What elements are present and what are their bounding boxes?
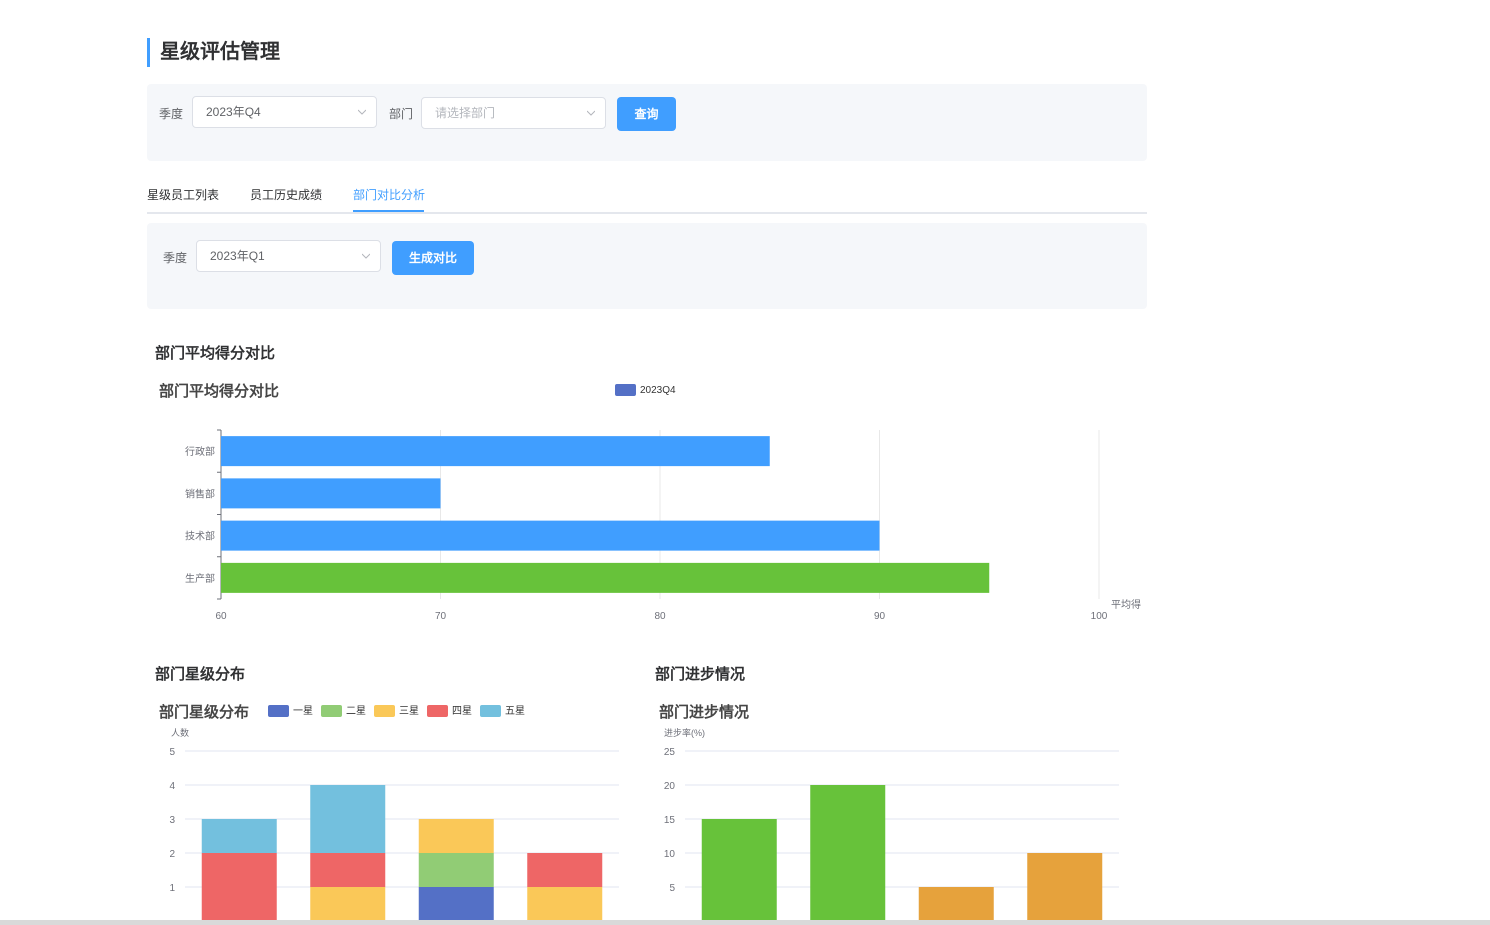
y-tick-label: 技术部 — [185, 530, 215, 543]
compare-season-value: 2023年Q1 — [210, 249, 265, 263]
bar — [221, 478, 441, 509]
bar — [918, 887, 994, 920]
chevron-down-icon — [587, 110, 595, 116]
star-dist-section-title: 部门星级分布 — [155, 666, 246, 683]
bar — [221, 436, 770, 467]
progress-section-title: 部门进步情况 — [655, 666, 746, 683]
legend-label: 2023Q4 — [640, 385, 676, 396]
x-tick-label: 70 — [435, 611, 447, 622]
legend-label: 二星 — [346, 705, 366, 717]
bar — [221, 562, 990, 593]
y-tick-label: 15 — [664, 815, 676, 826]
legend-swatch — [374, 705, 395, 717]
bar-segment — [418, 819, 494, 853]
bar-segment — [201, 853, 277, 920]
x-axis-label: 平均得 — [1111, 599, 1141, 611]
y-tick-label: 4 — [169, 781, 175, 792]
bar-segment — [310, 785, 386, 853]
dept-select-placeholder: 请选择部门 — [435, 106, 496, 120]
tab-bar: 星级员工列表 员工历史成绩 部门对比分析 — [147, 180, 1147, 214]
legend-label: 四星 — [452, 705, 472, 717]
page-title: 星级评估管理 — [147, 38, 280, 67]
y-tick-label: 2 — [169, 849, 175, 860]
x-tick-label: 80 — [654, 611, 666, 622]
y-tick-label: 行政部 — [185, 445, 215, 458]
compare-season-select[interactable]: 2023年Q1 — [196, 240, 381, 272]
y-tick-label: 生产部 — [185, 572, 215, 585]
legend-label: 五星 — [505, 705, 525, 717]
y-tick-label: 20 — [664, 781, 676, 792]
season-label: 季度 — [159, 107, 184, 121]
legend-label: 一星 — [293, 705, 313, 717]
avg-score-section-title: 部门平均得分对比 — [155, 345, 276, 362]
dept-label: 部门 — [389, 107, 414, 121]
y-axis-label: 人数 — [171, 727, 189, 738]
tab-star-employees[interactable]: 星级员工列表 — [147, 188, 220, 202]
legend-swatch — [480, 705, 501, 717]
legend-swatch — [321, 705, 342, 717]
y-tick-label: 5 — [169, 747, 175, 758]
chevron-down-icon — [358, 109, 366, 115]
x-tick-label: 100 — [1091, 611, 1108, 622]
y-tick-label: 25 — [664, 747, 676, 758]
chart-title: 部门平均得分对比 — [159, 382, 279, 400]
bar-segment — [418, 887, 494, 920]
y-tick-label: 5 — [669, 883, 675, 894]
y-tick-label: 销售部 — [185, 487, 215, 500]
bar-segment — [527, 887, 603, 920]
x-tick-label: 60 — [215, 611, 227, 622]
bar-segment — [418, 853, 494, 887]
legend-label: 三星 — [399, 705, 419, 717]
x-tick-label: 90 — [874, 611, 886, 622]
chevron-down-icon — [362, 253, 370, 259]
horizontal-scrollbar[interactable] — [0, 920, 1490, 925]
bar-segment — [310, 853, 386, 887]
compare-panel: 季度 2023年Q1 生成对比 — [147, 223, 1147, 309]
bar-segment — [201, 819, 277, 853]
active-tab-indicator — [353, 210, 424, 212]
bar — [810, 785, 886, 920]
query-button[interactable]: 查询 — [617, 97, 676, 131]
bar — [701, 819, 777, 920]
legend-swatch — [427, 705, 448, 717]
season-select-value: 2023年Q4 — [206, 105, 261, 119]
tab-employee-history[interactable]: 员工历史成绩 — [250, 188, 323, 202]
dept-select[interactable]: 请选择部门 — [421, 97, 606, 129]
filter-panel: 季度 2023年Q4 部门 请选择部门 查询 — [147, 84, 1147, 161]
generate-compare-button[interactable]: 生成对比 — [392, 241, 474, 275]
legend-swatch — [615, 384, 636, 396]
bar-segment — [310, 887, 386, 920]
chart-title: 部门星级分布 — [159, 703, 249, 721]
y-tick-label: 1 — [169, 883, 175, 894]
y-tick-label: 3 — [169, 815, 175, 826]
tab-dept-compare[interactable]: 部门对比分析 — [353, 188, 426, 202]
bar-segment — [527, 853, 603, 887]
bar — [1027, 853, 1103, 920]
y-axis-label: 进步率(%) — [664, 727, 705, 738]
compare-season-label: 季度 — [163, 251, 188, 265]
bar — [221, 520, 880, 551]
y-tick-label: 10 — [664, 849, 676, 860]
season-select[interactable]: 2023年Q4 — [192, 96, 377, 128]
chart-title: 部门进步情况 — [659, 703, 749, 721]
legend-swatch — [268, 705, 289, 717]
